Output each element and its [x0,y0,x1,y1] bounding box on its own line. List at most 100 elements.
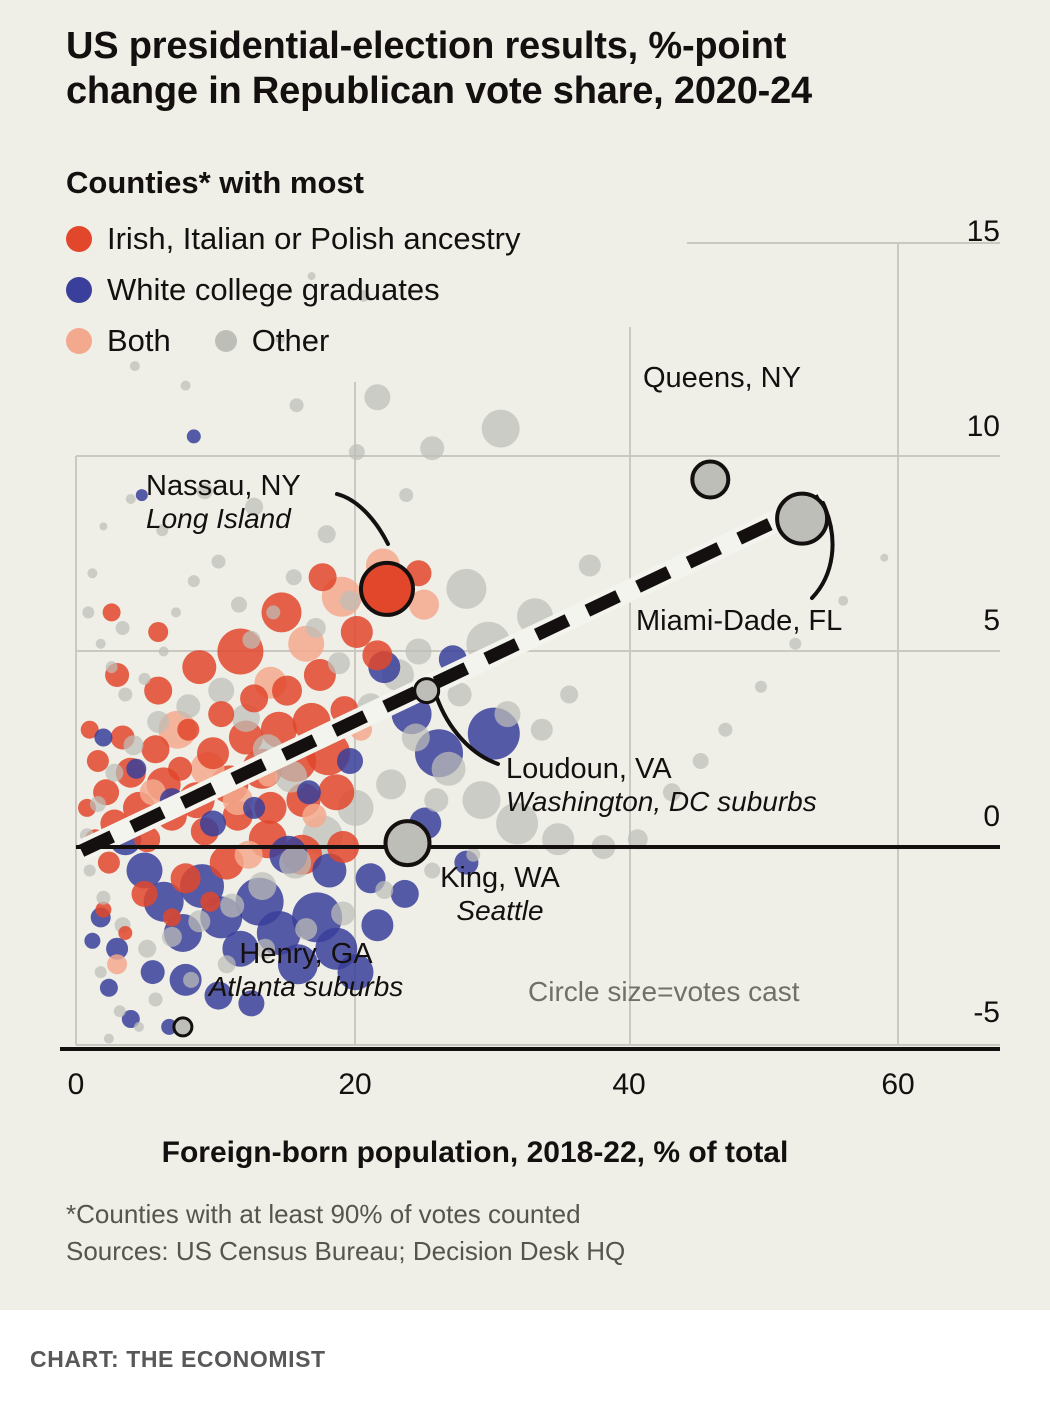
annotation-nassau-sub: Long Island [146,503,291,534]
scatter-point [424,862,441,879]
annotation-henry-title: Henry, GA [239,938,373,970]
footnotes: *Counties with at least 90% of votes cou… [66,1196,625,1270]
y-tick-5: 5 [983,604,1000,637]
scatter-point [255,938,276,959]
scatter-point [208,701,235,728]
scatter-point [217,955,236,974]
scatter-point [238,990,265,1017]
highlighted-point[interactable] [413,677,441,705]
scatter-point [126,852,163,889]
highlighted-point[interactable] [359,560,415,617]
scatter-point [118,926,133,940]
scatter-point [307,272,316,281]
plot-canvas [60,242,1000,1051]
legend-item-ancestry[interactable]: Irish, Italian or Polish ancestry [66,213,521,264]
scatter-point [420,436,445,461]
scatter-point [144,676,173,705]
scatter-point [390,879,419,908]
scatter-point [296,780,321,805]
scatter-point [183,971,200,988]
scatter-point [196,483,213,500]
annotation-nassau-title: Nassau, NY [146,470,301,502]
scatter-point [662,783,681,802]
scatter-point [362,640,393,671]
scatter-point [838,595,849,606]
scatter-point [627,829,648,850]
highlighted-point[interactable] [690,459,731,500]
highlighted-point[interactable] [775,491,830,546]
scatter-point [113,1005,126,1018]
scatter-point [105,763,124,782]
scatter-point [308,563,337,592]
scatter-point [105,661,118,674]
scatter-point [134,1021,144,1032]
scatter-point [148,622,169,642]
scatter-point [331,901,356,926]
scatter-point [718,722,733,737]
annotation-miami-title: Miami-Dade, FL [636,605,843,637]
scatter-point [118,687,133,702]
scatter-point [530,718,553,741]
scatter-point [158,646,169,657]
scatter-point [337,954,374,991]
highlighted-point[interactable] [172,1016,194,1038]
data-points [78,272,889,1044]
scatter-point [289,398,304,413]
annotation-queens: Queens, NY [612,362,832,395]
scatter-point [99,522,108,531]
leader-nassau [335,492,390,546]
scatter-point [496,802,539,845]
scatter-point [129,361,140,372]
scatter-point [245,497,264,516]
scatter-point [305,618,326,638]
scatter-point [578,554,601,577]
x-tick-0: 0 [67,1068,85,1101]
annotation-miami-dade: Miami-Dade, FL [636,605,842,638]
scatter-point [138,672,151,685]
scatter-point [302,803,327,828]
scatter-point [99,978,118,997]
scatter-point [317,525,336,544]
scatter-point [318,774,355,811]
legend-item-college[interactable]: White college graduates [66,264,521,315]
scatter-point [186,429,201,444]
scatter-point [405,638,432,665]
scatter-point [755,680,767,693]
scatter-point [295,918,318,941]
legend-swatch-ancestry [66,225,92,252]
scatter-point [231,596,247,613]
scatter-point [200,891,221,912]
scatter-point [340,616,373,648]
scatter-point [187,575,200,588]
y-tick-10: 10 [966,410,1000,443]
scatter-point [168,756,193,781]
scatter-point [364,384,391,411]
scatter-point [83,864,96,877]
scatter-point [466,847,481,862]
scatter-point [162,908,181,927]
size-legend-note: Circle size=votes cast [528,976,800,1007]
scatter-point [789,637,802,650]
scatter-point [240,684,269,713]
scatter-point [161,926,182,947]
annotation-king: King, WA Seattle [390,862,610,927]
scatter-point [376,769,407,800]
annotation-king-title: King, WA [440,862,560,894]
scatter-point [285,569,302,586]
scatter-point [242,630,261,649]
highlighted-point[interactable] [383,819,432,868]
scatter-point [188,910,211,933]
x-tick-20: 20 [338,1068,372,1101]
scatter-point [95,638,106,649]
scatter-point [97,851,120,874]
scatter-point [103,1033,114,1044]
legend-swatch-other [214,329,237,352]
scatter-point [180,380,191,391]
scatter-point [86,750,109,772]
scatter-point [266,605,281,620]
scatter-point [170,863,201,894]
legend-item-both-other[interactable]: Both Other [66,315,521,366]
scatter-point [277,944,318,985]
highlighted-points [172,459,830,1038]
scatter-point [279,846,312,879]
